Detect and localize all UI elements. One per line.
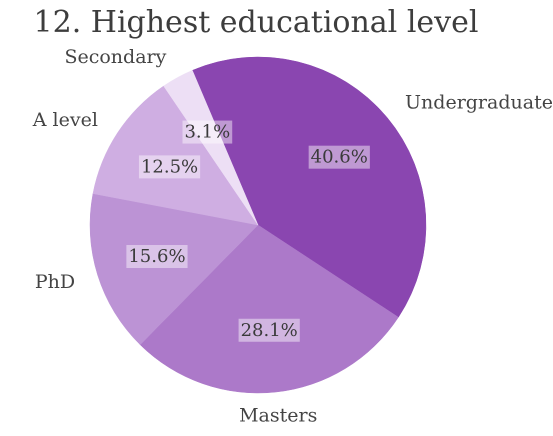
- pie-slice-phd: [89, 193, 259, 346]
- pie-pct-label-a-level: 12.5%: [138, 155, 201, 179]
- pie-category-label-undergraduate: Undergraduate: [405, 91, 553, 113]
- svg-text:3.1%: 3.1%: [184, 122, 230, 143]
- pie-pct-label-phd: 15.6%: [126, 245, 188, 269]
- pie-slice-secondary: [163, 70, 259, 226]
- svg-text:40.6%: 40.6%: [311, 147, 368, 168]
- pie-pct-label-secondary: 3.1%: [182, 120, 233, 144]
- pie-slice-masters: [139, 224, 399, 394]
- pie-category-label-secondary: Secondary: [64, 46, 166, 68]
- pie-slices: [89, 56, 427, 394]
- pie-slice-undergraduate: [192, 56, 427, 318]
- pie-category-label-masters: Masters: [239, 404, 317, 426]
- pie-pct-label-masters: 28.1%: [238, 318, 300, 342]
- pie-pct-label-undergraduate: 40.6%: [308, 145, 370, 169]
- pie-slice-a-level: [92, 85, 259, 226]
- svg-text:12.5%: 12.5%: [141, 156, 198, 177]
- svg-text:15.6%: 15.6%: [128, 246, 185, 267]
- pie-category-label-a-level: A level: [32, 109, 98, 131]
- pie-category-label-phd: PhD: [35, 271, 75, 293]
- pie-labels: 40.6% Undergraduate 28.1% Masters 15.6% PhD 12…: [32, 46, 553, 427]
- svg-text:28.1%: 28.1%: [241, 320, 298, 341]
- chart-title: 12. Highest educational level: [34, 5, 479, 40]
